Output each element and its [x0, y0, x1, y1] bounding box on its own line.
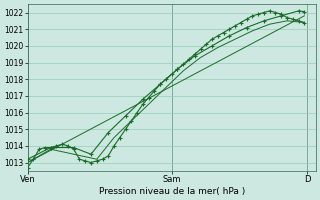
X-axis label: Pression niveau de la mer( hPa ): Pression niveau de la mer( hPa )	[99, 187, 245, 196]
